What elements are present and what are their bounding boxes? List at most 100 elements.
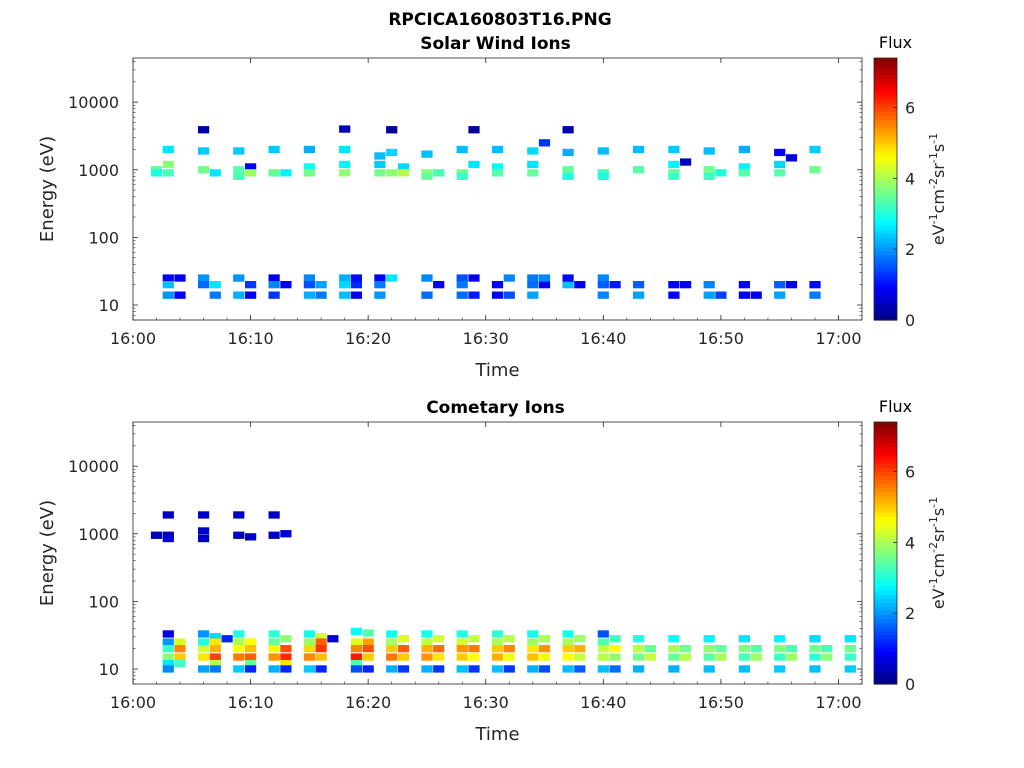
flux-cell (198, 166, 210, 174)
flux-cell (327, 635, 339, 643)
colorbar-segment (874, 107, 897, 112)
flux-cell (280, 635, 292, 643)
flux-cell (162, 653, 174, 661)
flux-cell (433, 635, 445, 643)
colorbar-segment (874, 524, 897, 530)
flux-cell (527, 638, 539, 646)
flux-cell (633, 635, 645, 643)
colorbar-segment (874, 287, 897, 292)
flux-cell (468, 160, 480, 169)
flux-cell (174, 660, 186, 668)
x-tick-label: 17:00 (815, 693, 861, 712)
flux-cell (668, 635, 680, 643)
colorbar-segment (874, 483, 897, 489)
flux-cell (538, 665, 551, 673)
colorbar-segment (874, 454, 897, 460)
colorbar-tick-label: 4 (905, 533, 915, 552)
flux-cell (362, 665, 374, 673)
colorbar-units-label: eV-1cm-2sr-1s-1 (927, 497, 948, 609)
flux-cell (468, 665, 480, 673)
flux-cell (315, 665, 327, 673)
colorbar-segment (874, 250, 897, 256)
flux-cell (597, 665, 609, 673)
colorbar-segment (874, 315, 897, 321)
flux-cell (174, 638, 186, 646)
flux-cell (421, 274, 433, 282)
flux-cell (562, 281, 574, 289)
colorbar-segment (874, 62, 897, 67)
flux-cell (597, 274, 609, 282)
colorbar-segment (874, 565, 897, 570)
colorbar-segment (874, 86, 897, 92)
colorbar-segment (874, 229, 897, 235)
x-tick-label: 16:20 (345, 329, 391, 348)
flux-cell (162, 511, 174, 519)
flux-cell (538, 274, 551, 282)
flux-cell (597, 147, 609, 155)
flux-cell (198, 126, 210, 134)
x-tick-label: 16:30 (463, 693, 509, 712)
flux-cell (527, 281, 539, 289)
x-tick-label: 16:30 (463, 329, 509, 348)
flux-cell (562, 645, 574, 653)
colorbar-tick-label: 2 (905, 604, 915, 623)
flux-cell (245, 291, 257, 299)
flux-cell (209, 291, 221, 299)
colorbar-segment (874, 520, 897, 525)
flux-cell (386, 665, 398, 673)
colorbar-segment (874, 610, 897, 615)
flux-cell (809, 145, 821, 154)
flux-cell (703, 166, 715, 174)
flux-cell (339, 274, 351, 282)
flux-cell (397, 163, 410, 171)
x-tick-label: 16:50 (698, 693, 744, 712)
flux-cell (339, 281, 351, 289)
flux-cell (527, 645, 539, 653)
colorbar-segment (874, 184, 897, 190)
flux-cell (339, 125, 351, 133)
colorbar-segment (874, 507, 897, 513)
flux-cell (703, 635, 715, 643)
flux-cell (162, 645, 174, 653)
flux-cell (233, 531, 245, 539)
colorbar-segment (874, 426, 897, 431)
flux-cell (774, 148, 786, 157)
flux-cell (668, 645, 680, 653)
panel-title: Cometary Ions (426, 398, 565, 418)
flux-cell (421, 653, 433, 661)
flux-cell (162, 274, 174, 282)
colorbar-segment (874, 499, 897, 505)
colorbar-segment (874, 193, 897, 198)
flux-cell (562, 172, 574, 180)
colorbar-segment (874, 438, 897, 444)
flux-cell (303, 630, 315, 638)
flux-cell (280, 660, 292, 668)
colorbar-segment (874, 458, 897, 464)
flux-cell (715, 169, 727, 177)
flux-cell (785, 645, 798, 653)
flux-cell (374, 152, 386, 160)
colorbar-segment (874, 561, 897, 566)
colorbar-segment (874, 119, 897, 125)
flux-cell (491, 291, 504, 299)
colorbar-segment (874, 209, 897, 215)
flux-cell (209, 633, 221, 641)
flux-cell (303, 653, 315, 661)
flux-cell (421, 291, 433, 299)
flux-cell (268, 638, 280, 646)
flux-cell (350, 281, 362, 289)
flux-cell (538, 645, 551, 653)
x-tick-label: 17:00 (815, 329, 861, 348)
flux-cell (680, 653, 692, 661)
colorbar-title: Flux (879, 397, 912, 416)
flux-cell (268, 665, 280, 673)
flux-cell (562, 126, 574, 134)
colorbar-segment (874, 98, 897, 104)
flux-cell (703, 653, 715, 661)
flux-cell (162, 630, 174, 638)
flux-cell (339, 160, 351, 169)
flux-cell (809, 653, 821, 661)
flux-cell (668, 291, 680, 299)
flux-cell (162, 534, 174, 543)
flux-cell (421, 150, 433, 158)
